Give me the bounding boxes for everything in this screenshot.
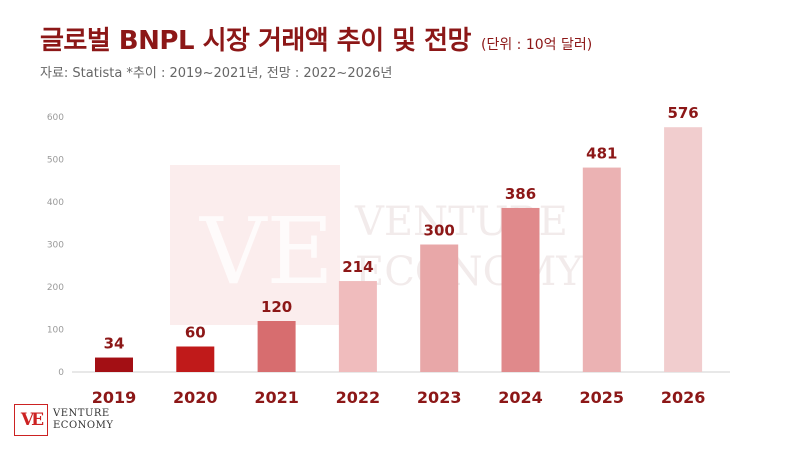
- x-tick-label-2025: 2025: [580, 388, 625, 407]
- y-tick-label: 0: [58, 368, 64, 378]
- value-label-2021: 120: [261, 298, 292, 316]
- x-tick-label-2024: 2024: [498, 388, 543, 407]
- value-label-2026: 576: [667, 104, 698, 122]
- x-tick-label-2021: 2021: [254, 388, 299, 407]
- value-label-2022: 214: [342, 258, 373, 276]
- logo-text: VENTURE ECONOMY: [53, 408, 113, 432]
- value-label-2020: 60: [185, 324, 206, 342]
- y-tick-label: 300: [47, 241, 64, 251]
- x-axis-labels: 2019 2020 2021 2022 2023 2024 2025 2026: [92, 388, 706, 407]
- y-tick-label: 400: [47, 198, 64, 208]
- x-tick-label-2022: 2022: [336, 388, 381, 407]
- bars-group: [95, 127, 703, 372]
- bar-2025: [582, 167, 621, 372]
- chart-title: 글로벌 BNPL 시장 거래액 추이 및 전망: [40, 26, 471, 56]
- x-tick-label-2019: 2019: [92, 388, 137, 407]
- bar-2021: [257, 321, 296, 372]
- logo-line2: ECONOMY: [53, 420, 114, 431]
- y-tick-label: 200: [47, 283, 64, 293]
- bar-2024: [501, 207, 540, 372]
- value-label-2025: 481: [586, 145, 617, 163]
- logo-line1: VENTURE: [53, 408, 110, 419]
- source-note: 자료: Statista *추이 : 2019~2021년, 전망 : 2022…: [40, 66, 393, 81]
- y-tick-label: 500: [47, 156, 64, 166]
- x-tick-label-2026: 2026: [661, 388, 706, 407]
- value-label-2019: 34: [104, 335, 125, 353]
- unit-label: (단위 : 10억 달러): [480, 37, 593, 53]
- y-axis: 0 100 200 300 400 500 600: [47, 113, 64, 378]
- value-label-2024: 386: [505, 185, 536, 203]
- y-tick-label: 100: [47, 326, 64, 336]
- value-labels: 34 60 120 214 300 386 481 576: [104, 104, 699, 352]
- x-tick-label-2020: 2020: [173, 388, 218, 407]
- value-label-2023: 300: [424, 222, 455, 240]
- bar-2022: [338, 281, 377, 372]
- x-tick-label-2023: 2023: [417, 388, 462, 407]
- bar-2026: [664, 127, 703, 372]
- y-tick-label: 600: [47, 113, 64, 123]
- bar-2019: [95, 357, 133, 372]
- title-row: 글로벌 BNPL 시장 거래액 추이 및 전망 (단위 : 10억 달러): [40, 20, 592, 57]
- logo-mark: VE: [14, 404, 48, 436]
- brand-logo: VE VENTURE ECONOMY: [14, 404, 113, 436]
- bar-2020: [176, 346, 215, 372]
- bar-2023: [420, 244, 459, 372]
